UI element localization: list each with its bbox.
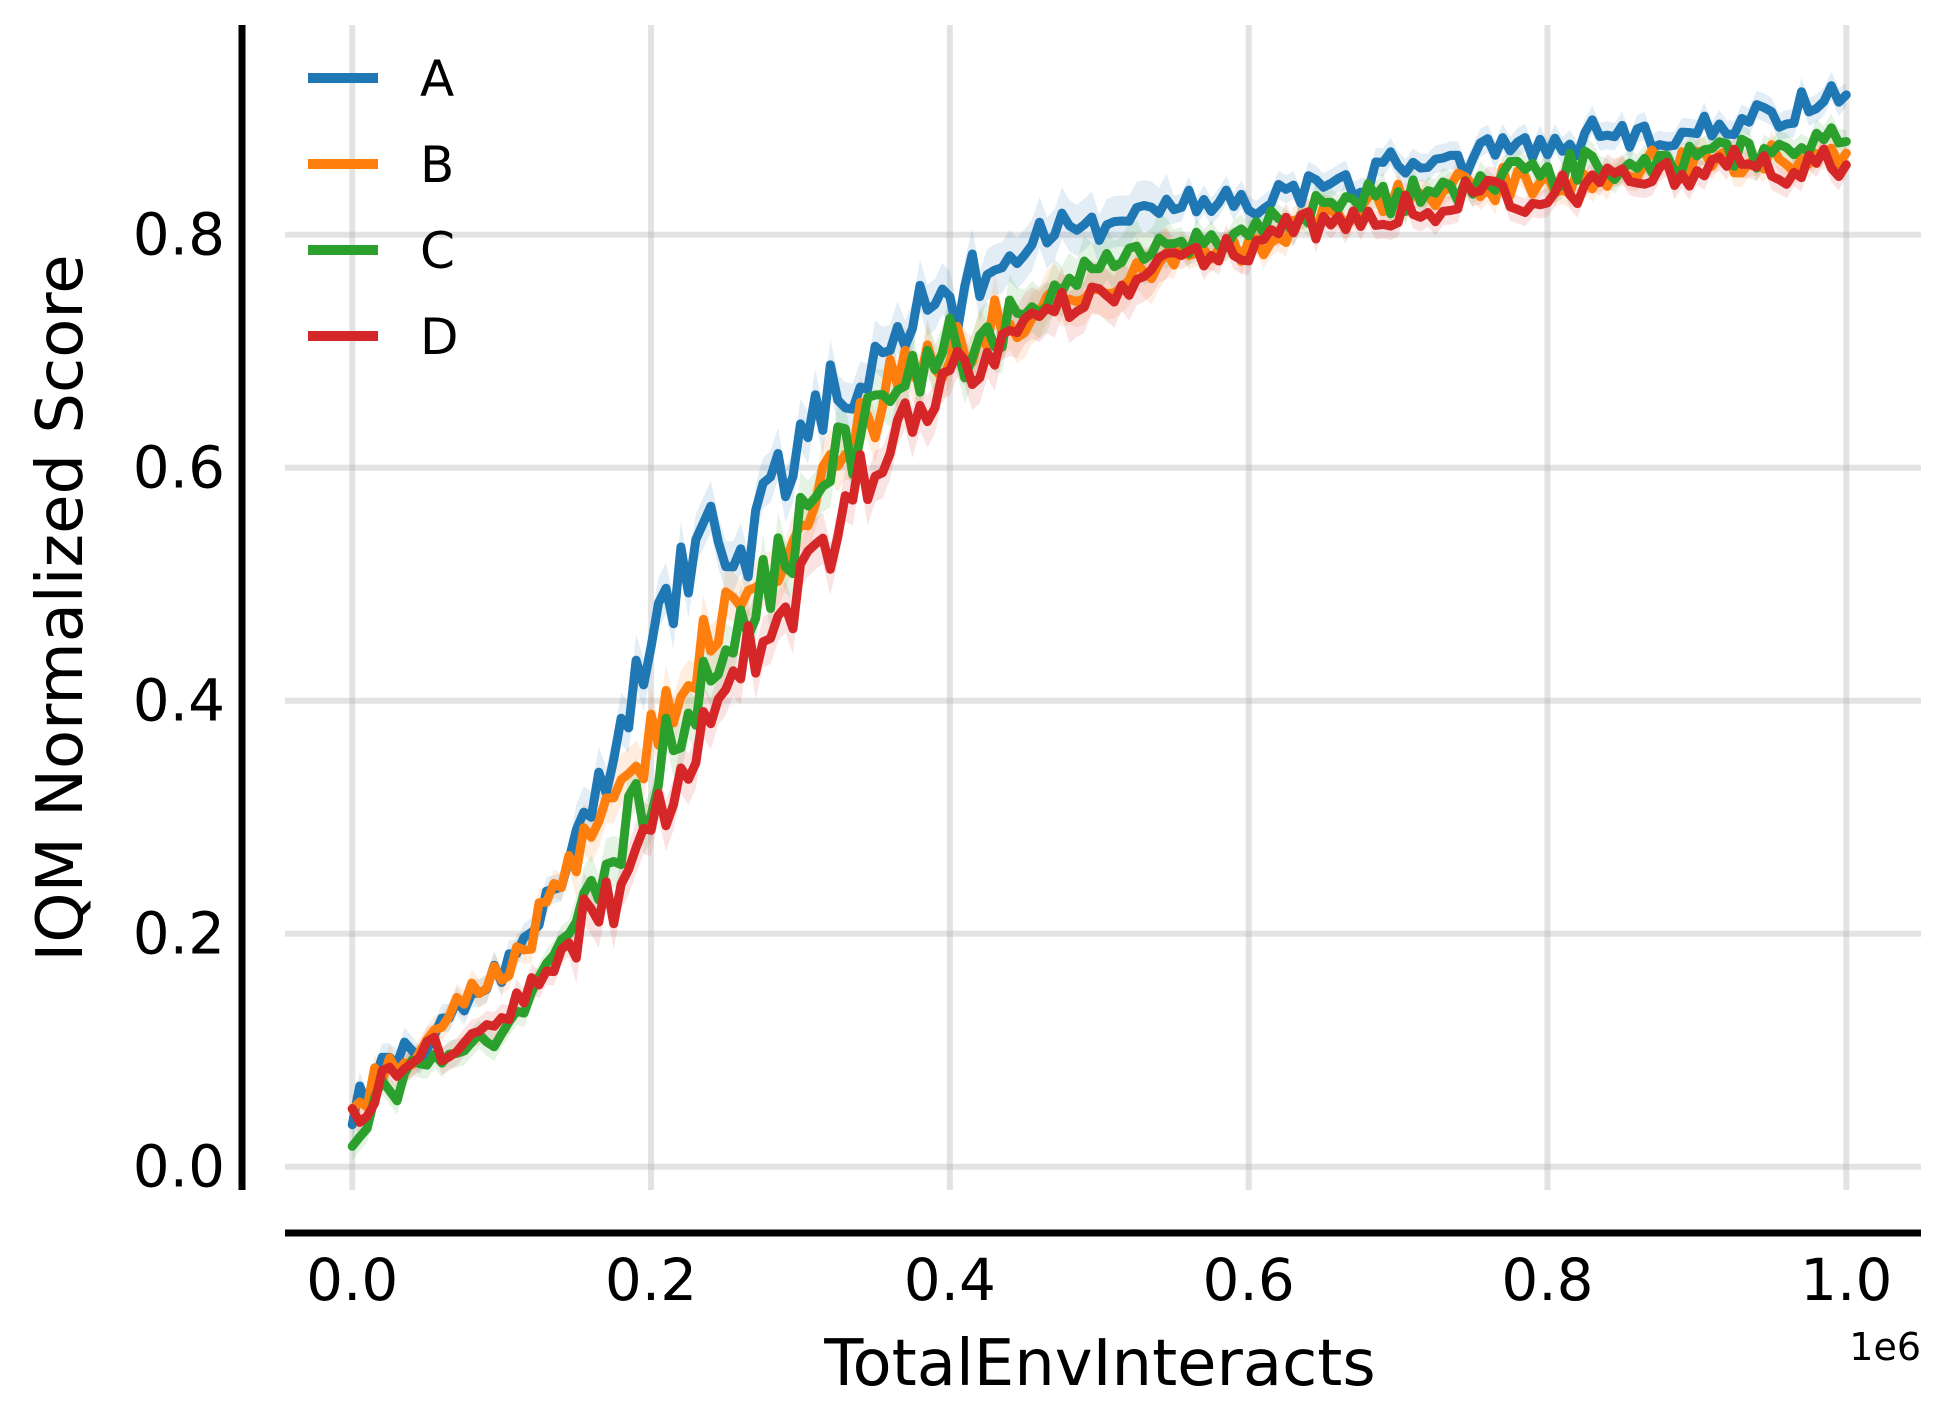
y-tick-label: 0.6 — [133, 434, 225, 502]
series-lines — [347, 81, 1851, 1151]
series-line-d — [347, 144, 1851, 1127]
y-tick-label: 0.0 — [133, 1133, 225, 1201]
y-axis-title: IQM Normalized Score — [24, 254, 98, 961]
x-tick-label: 0.6 — [1203, 1246, 1295, 1314]
series-line-a — [347, 81, 1851, 1130]
axes — [238, 25, 1921, 1237]
x-axis-offset-label: 1e6 — [1849, 1325, 1921, 1369]
x-tick-label: 0.4 — [904, 1246, 996, 1314]
y-tick-label: 0.8 — [133, 201, 225, 269]
x-tick-label: 1.0 — [1800, 1246, 1892, 1314]
legend-label-b: B — [420, 136, 454, 194]
y-tick-labels: 0.0 0.2 0.4 0.6 0.8 — [133, 201, 225, 1201]
x-tick-label: 0.0 — [306, 1246, 398, 1314]
grid-layer — [285, 25, 1921, 1190]
legend-label-a: A — [420, 50, 454, 108]
y-tick-label: 0.4 — [133, 667, 225, 735]
legend-label-c: C — [420, 222, 455, 280]
x-axis-title: TotalEnvInteracts — [823, 1327, 1375, 1401]
x-tick-label: 0.8 — [1501, 1246, 1593, 1314]
legend-label-d: D — [420, 308, 459, 366]
y-tick-label: 0.2 — [133, 900, 225, 968]
x-tick-labels: 0.0 0.2 0.4 0.6 0.8 1.0 — [306, 1246, 1892, 1314]
x-tick-label: 0.2 — [605, 1246, 697, 1314]
